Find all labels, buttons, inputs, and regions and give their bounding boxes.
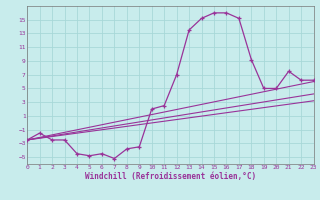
X-axis label: Windchill (Refroidissement éolien,°C): Windchill (Refroidissement éolien,°C)	[85, 172, 256, 181]
